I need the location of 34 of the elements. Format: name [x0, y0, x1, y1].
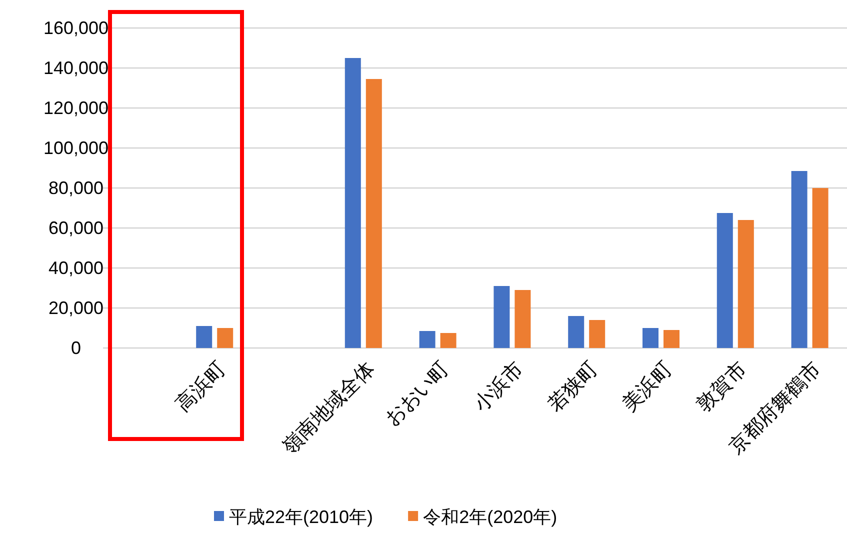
x-tick-label: 嶺南地域全体: [278, 358, 379, 458]
bar: [738, 220, 754, 348]
y-tick-label: 60,000: [48, 218, 104, 238]
bar: [589, 320, 606, 348]
y-tick-label: 40,000: [48, 258, 104, 278]
x-tick-label: 敦賀市: [692, 358, 751, 416]
legend-label: 平成22年(2010年): [229, 507, 374, 527]
bar: [217, 328, 234, 348]
bar: [494, 286, 510, 348]
bar: [791, 171, 808, 348]
bar: [366, 79, 382, 348]
legend-label: 令和2年(2020年): [423, 507, 558, 527]
y-tick-label: 140,000: [43, 58, 109, 78]
bar: [514, 290, 531, 348]
y-tick-label: 100,000: [43, 138, 109, 158]
bar: [196, 326, 212, 348]
x-tick-label: 小浜市: [470, 358, 528, 416]
bar: [344, 58, 361, 348]
y-tick-label: 0: [70, 338, 82, 358]
bar: [812, 188, 828, 348]
y-tick-label: 120,000: [43, 98, 109, 118]
bar: [568, 316, 584, 348]
bar: [440, 333, 456, 348]
bar: [716, 213, 733, 348]
x-tick-label: 美浜町: [618, 357, 677, 416]
y-tick-label: 20,000: [48, 298, 104, 318]
x-tick-label: おおい町: [381, 358, 454, 430]
bar: [419, 331, 436, 348]
x-tick-label: 高浜町: [171, 357, 230, 416]
bar: [664, 330, 680, 348]
x-tick-label: 若狭町: [544, 358, 602, 416]
bar: [642, 328, 658, 348]
y-tick-label: 80,000: [48, 178, 104, 198]
y-tick-label: 160,000: [43, 18, 109, 38]
